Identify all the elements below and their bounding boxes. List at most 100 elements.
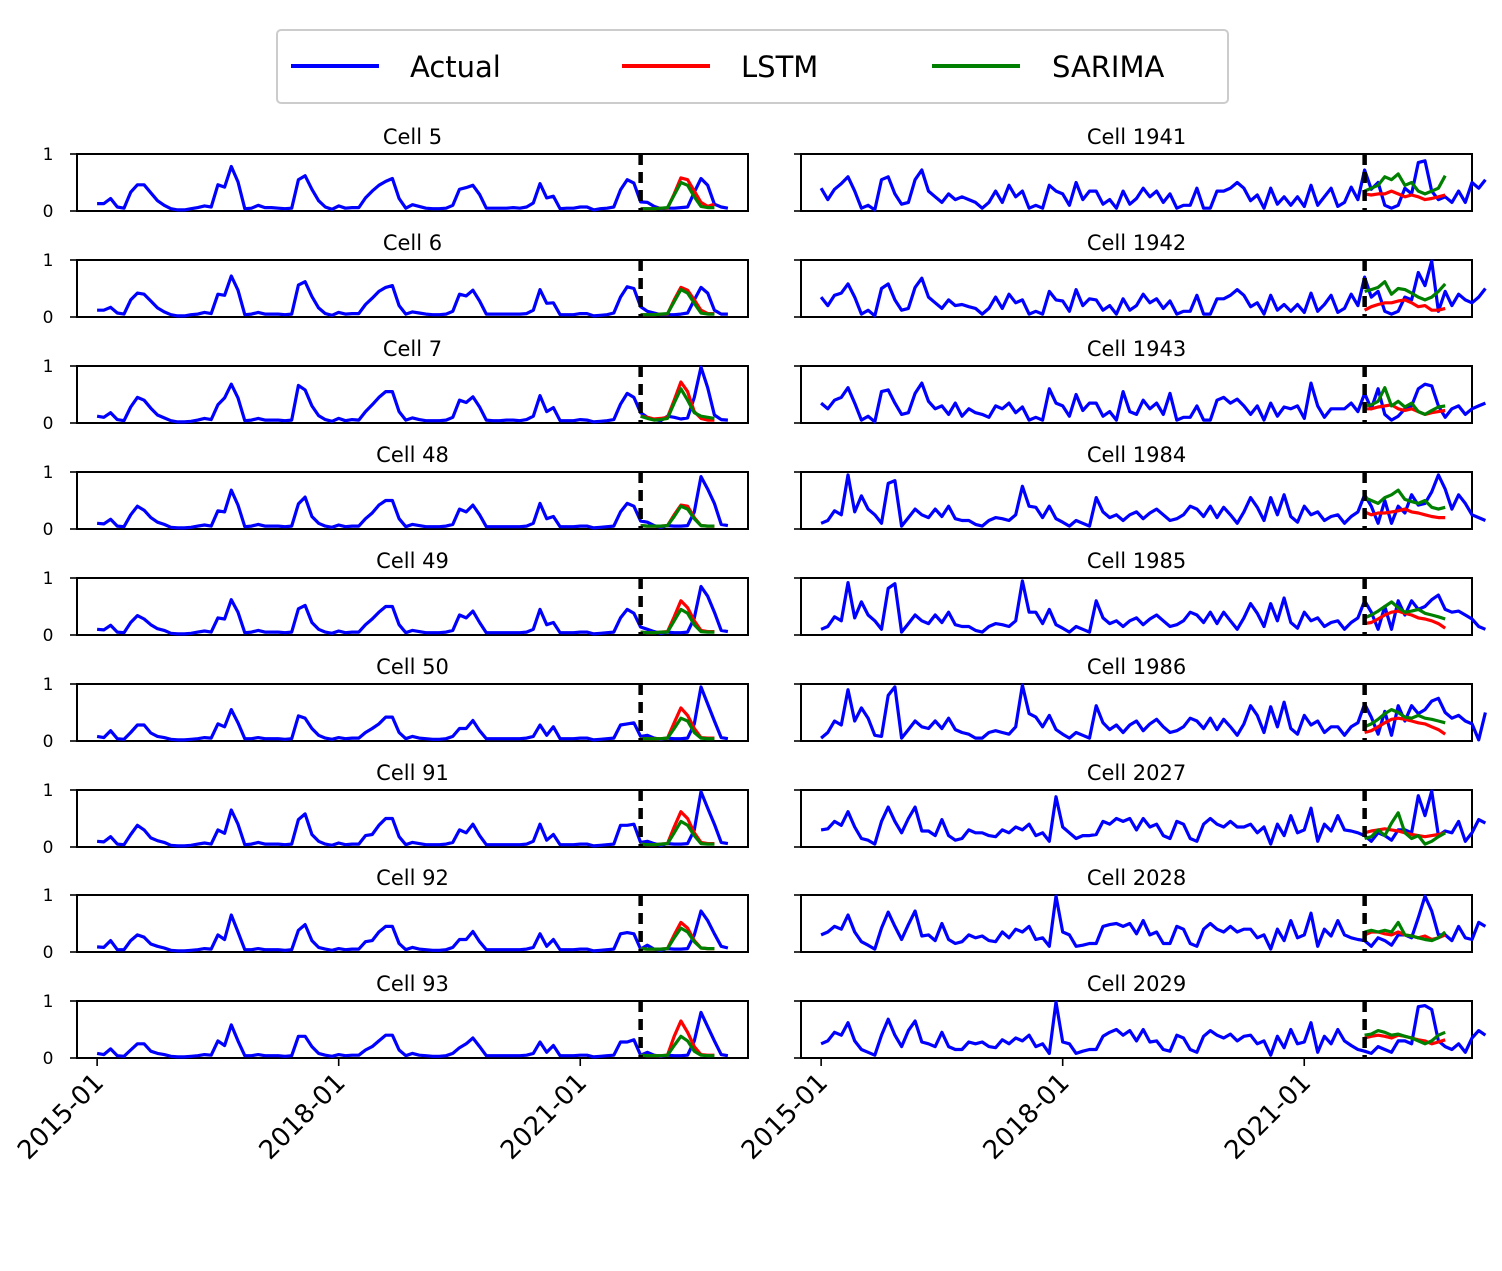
series-lstm-line [1364,189,1446,202]
legend-label-sarima: SARIMA [1052,50,1165,84]
y-tick-label: 0 [43,1049,54,1069]
panel-cell-48: Cell 48 0 1 [43,443,749,540]
y-tick-label: 0 [43,732,54,752]
series-actual-line [96,584,729,636]
panel-cell-92: Cell 92 0 1 [43,866,749,963]
panel-frame [76,683,749,742]
panel-cell-1984: Cell 1984 [794,443,1487,530]
series-actual-line [820,381,1487,424]
panel-cell-91: Cell 91 0 1 [43,761,749,858]
panel-frame [76,471,749,530]
panel-frame [800,471,1473,530]
x-tick-label: 2021-01 [495,1068,593,1166]
series-actual-line [97,274,728,318]
panel-title: Cell 1984 [1087,443,1186,467]
series-sarima-line [640,819,715,847]
panel-title: Cell 7 [383,337,442,361]
y-tick-label: 1 [43,145,54,165]
y-tick-label: 1 [43,992,54,1012]
panel-cell-7: Cell 7 0 1 [43,337,749,434]
panel-title: Cell 2028 [1087,866,1186,890]
series-lstm-line [1363,507,1446,520]
panel-frame [76,894,749,953]
series-sarima-line [640,1034,715,1058]
legend: Actual LSTM SARIMA [276,29,1229,104]
panel-title: Cell 1942 [1087,231,1186,255]
panel-frame [76,1000,749,1059]
panel-title: Cell 1941 [1087,125,1186,149]
legend-label-actual: Actual [410,50,501,84]
panel-cell-93: Cell 93 0 1 [43,972,749,1069]
series-sarima-line [1364,811,1446,846]
panel-frame [800,894,1473,953]
series-sarima-line [1364,386,1446,416]
panel-frame [76,259,749,318]
series-actual-line [820,1000,1487,1057]
panel-cell-6: Cell 6 0 1 [43,231,749,328]
panel-title: Cell 1943 [1087,337,1186,361]
y-tick-label: 0 [43,943,54,963]
series-sarima-line [640,387,715,422]
series-actual-line [96,365,729,424]
panel-cell-1942: Cell 1942 [794,231,1487,318]
panel-frame [800,1000,1473,1059]
series-actual-line [820,683,1487,742]
panel-cell-2028: Cell 2028 [794,866,1487,953]
panel-title: Cell 5 [383,125,442,149]
panel-title: Cell 50 [376,655,449,679]
y-tick-label: 1 [43,675,54,695]
series-actual-line [96,475,729,530]
y-tick-label: 1 [43,886,54,906]
series-sarima-line [640,926,715,951]
series-sarima-line [640,504,715,528]
panel-title: Cell 91 [376,761,449,785]
panel-title: Cell 48 [376,443,449,467]
x-tick-label: 2018-01 [978,1068,1076,1166]
panel-cell-1986: Cell 1986 [794,655,1487,742]
series-actual-line [819,159,1487,212]
series-sarima-line [1363,172,1447,196]
panel-cell-1941: Cell 1941 [794,125,1487,212]
panel-frame [76,577,749,636]
y-tick-label: 1 [43,569,54,589]
series-sarima-line [1364,280,1447,302]
panel-frame [800,683,1473,742]
series-actual-line [96,685,729,742]
x-tick-label: 2018-01 [254,1068,352,1166]
series-actual-line [96,909,729,953]
panel-frame [800,259,1473,318]
panel-cell-2027: Cell 2027 [794,761,1487,848]
panel-cell-5: Cell 5 0 1 [43,125,749,222]
series-actual-line [819,259,1487,318]
x-tick-label: 2015-01 [736,1068,834,1166]
panel-title: Cell 92 [376,866,449,890]
series-sarima-line [640,716,715,741]
panel-title: Cell 93 [376,972,449,996]
series-sarima-line [1364,920,1447,943]
series-sarima-line [640,180,715,211]
panel-frame [800,789,1473,848]
series-lstm-line [1364,716,1447,736]
panel-frame [800,577,1473,636]
y-tick-label: 0 [43,414,54,434]
series-lstm-line [640,380,715,422]
x-tick-label: 2021-01 [1219,1068,1317,1166]
panel-frame [800,365,1473,424]
series-actual-line [96,790,729,848]
legend-frame [276,29,1229,104]
panel-cell-2029: Cell 2029 [794,972,1487,1059]
series-actual-line [820,894,1487,951]
series-sarima-line [1363,707,1446,729]
y-tick-label: 0 [43,520,54,540]
y-tick-label: 0 [43,626,54,646]
series-sarima-line [1364,1028,1446,1046]
panel-frame [76,153,749,212]
series-sarima-line [640,288,715,317]
panel-title: Cell 6 [383,231,442,255]
series-actual-line [820,473,1487,528]
y-tick-label: 0 [43,202,54,222]
series-actual-line [96,1010,729,1059]
panel-title: Cell 1986 [1087,655,1186,679]
